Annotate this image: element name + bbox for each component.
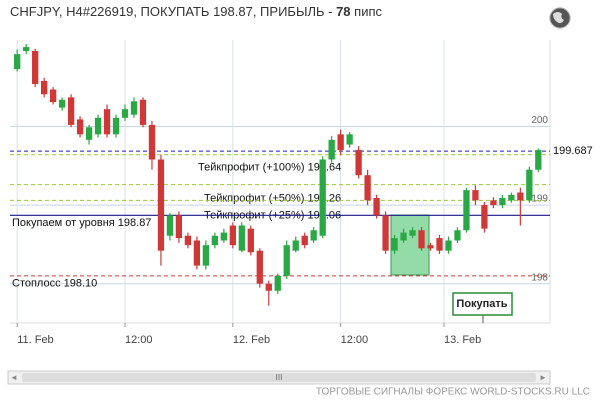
level-label: Стоплосс 198.10 [12,278,97,290]
footer: ТОРГОВЫЕ СИГНАЛЫ ФОРЕКС WORLD-STOCKS.RU … [316,387,590,398]
candle-body [49,89,57,103]
scroll-left[interactable]: ◄ [10,373,18,382]
candle-body [427,245,434,249]
x-tick-label: 12:00 [341,334,369,346]
candle-body [265,283,272,291]
scroll-right[interactable]: ► [539,373,547,382]
candle-body [32,51,39,85]
scrollbar[interactable]: ◄ ► III [7,370,551,385]
candle-body [400,232,407,241]
candle-body [382,215,389,251]
buy-button[interactable]: Покупать [452,292,513,323]
candle-body [112,117,120,135]
candle-body [418,230,425,249]
candle-body [94,117,102,135]
title-unit: пипс [351,4,383,19]
candle-body [148,124,156,160]
candle-body [166,215,174,236]
candle-body [121,109,129,118]
candle-body [346,134,353,145]
x-tick-label: 11. Feb [17,334,54,346]
candle-body [508,194,515,201]
candle-body [409,230,416,236]
current-price-label: 199.687 [553,145,593,157]
candle-body [490,200,497,206]
candle-body [40,80,48,95]
candle-body [445,240,452,251]
y-tick-label: 200 [531,115,548,126]
y-tick-label: 199 [531,194,548,205]
candle-body [220,232,227,241]
candle-body [328,139,335,160]
candle-body [14,54,21,70]
candle-body [247,228,254,253]
level-label: Тейкпрофит (+50%) 199.26 [204,193,341,205]
candle-body [23,47,30,52]
candle-body [58,99,66,108]
x-tick-label: 12:00 [125,334,153,346]
candle-body [139,99,147,125]
candle-body [292,240,299,251]
candle-body [103,109,111,135]
candle-body [76,119,84,135]
candle-body [193,240,201,266]
candle-body [229,225,236,246]
candle-body [256,250,263,284]
candle-body [157,159,165,251]
candle-body [301,235,308,246]
chart-title: CHFJPY, H4#226919, ПОКУПАТЬ 198.87, ПРИБ… [10,4,382,19]
plot: 198 199 200 11. Feb 12:00 12. Feb 12:00 13. Feb… [10,40,597,346]
candle-body [337,134,344,151]
candle-body [130,101,138,115]
candle-body [355,150,362,176]
candle-body [526,169,533,201]
candle-body [211,235,219,246]
title-text: CHFJPY, H4#226919, ПОКУПАТЬ 198.87, ПРИБ… [10,4,336,19]
x-tick-label: 13. Feb [444,334,481,346]
scroll-grip[interactable]: III [276,373,283,382]
candle-body [391,238,398,251]
candle-body [481,205,488,229]
candle-body [175,215,183,239]
candle-body [184,235,192,246]
candle-body [436,238,443,251]
button-label[interactable]: Покупать [456,298,507,310]
candle-body [364,175,371,201]
candle-body [283,245,290,276]
candle-body [472,190,479,201]
candle-body [517,192,524,201]
candle-body [454,230,461,241]
candle-body [535,150,542,170]
y-tick-label: 198 [531,272,548,283]
level-label: Тейкпрофит (+100%) 199.64 [198,162,341,174]
candle-body [463,190,470,231]
level-label: Покупаем от уровня 198.87 [12,217,151,229]
candle-body [202,245,210,266]
title-profit: 78 [336,4,350,19]
candle-body [85,127,93,140]
candle-body [499,198,506,206]
candle-body [238,225,245,251]
candle-body [310,230,317,241]
candle-body [373,198,380,216]
candle-body [319,159,326,236]
candle-body [274,275,281,291]
current-price-box [551,144,597,159]
x-tick-label: 12. Feb [233,334,270,346]
candle-body [67,97,75,125]
globe-icon[interactable] [549,7,571,29]
